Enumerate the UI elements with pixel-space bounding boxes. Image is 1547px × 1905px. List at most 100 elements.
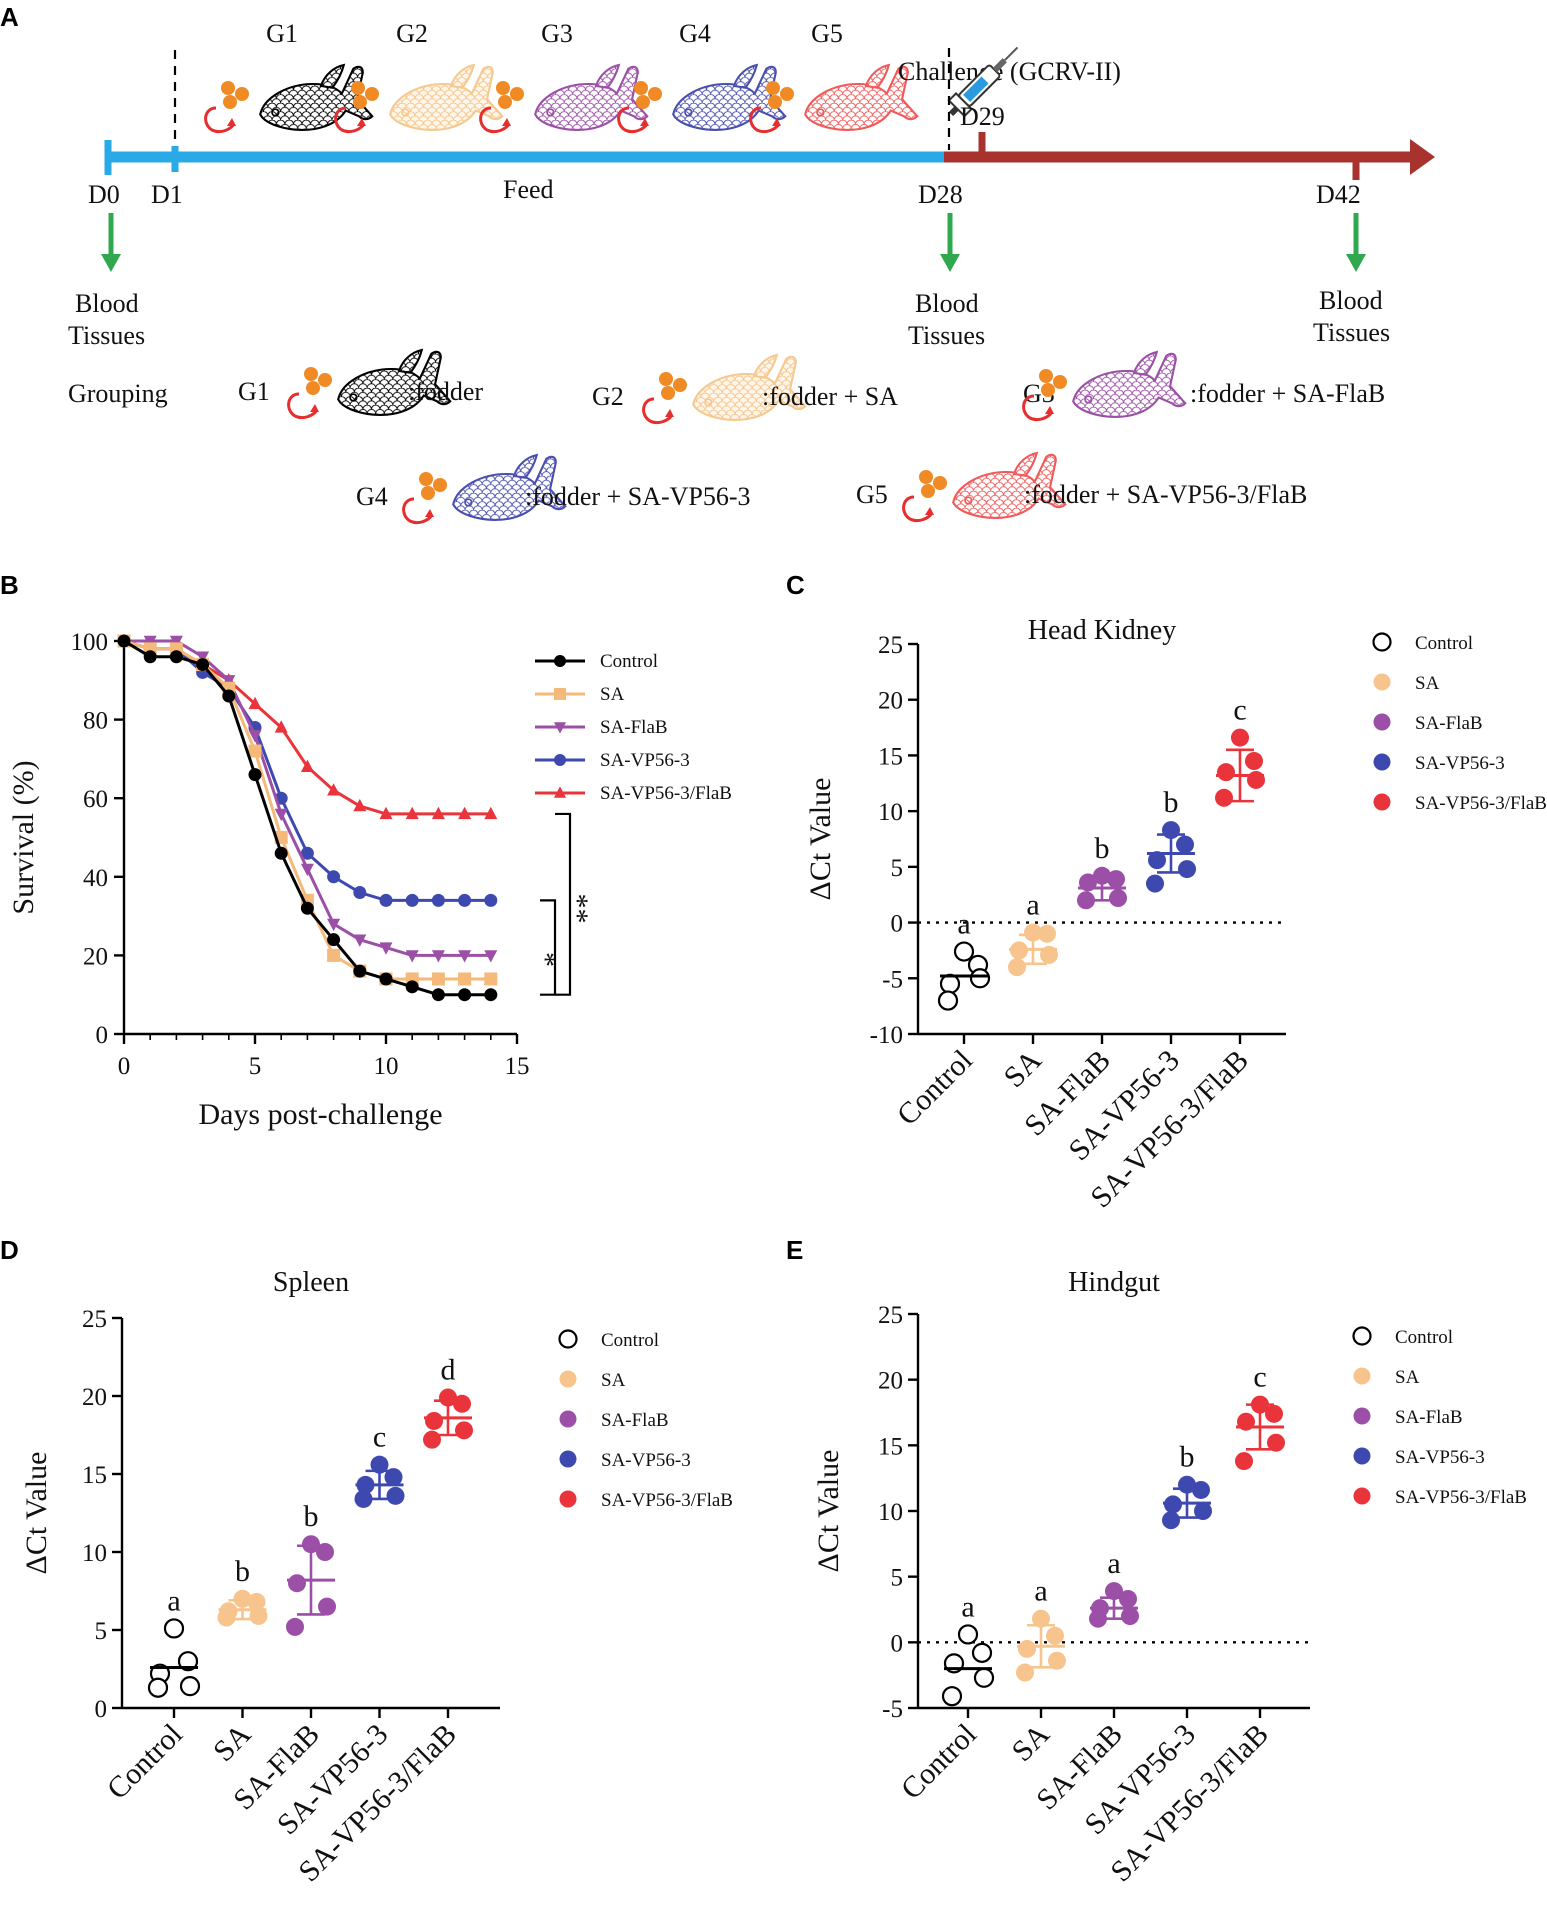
data-point-SA-VP56-3 — [484, 893, 498, 907]
data-point-SA-VP56-3 — [405, 893, 419, 907]
data-point-SA-VP56-3/FlaB — [425, 1411, 443, 1430]
y-tick-label: 15 — [878, 743, 903, 770]
data-point-SA — [1018, 1639, 1036, 1658]
bracket — [540, 899, 557, 996]
significance-letter: a — [1107, 1547, 1120, 1580]
data-point-SA-VP56-3 — [300, 846, 314, 860]
fish-icon — [692, 353, 807, 421]
significance-letter: a — [1026, 889, 1039, 922]
timeline-arrowhead — [1410, 139, 1435, 175]
grouping-item-group-5: G5 — [856, 480, 888, 509]
panel-d-spleen-chart: 0 5 10 15 20 25 Spleen ΔCt Value Control a SA b SA-F… — [20, 1267, 733, 1888]
data-point-SA-VP56-3 — [1146, 874, 1164, 893]
data-point-SA-VP56-3 — [1192, 1480, 1210, 1499]
day-d1: D1 — [151, 180, 183, 209]
x-tick-label: Control — [101, 1718, 189, 1806]
legend-label-Control: Control — [1415, 633, 1473, 654]
data-point-SA — [1024, 923, 1042, 942]
legend-marker-SA-VP56-3 — [1373, 753, 1391, 771]
y-tick-label: 20 — [878, 1368, 903, 1395]
data-point-SA-FlaB — [143, 635, 157, 649]
x-tick-label: 5 — [249, 1053, 262, 1080]
top-group-label-3: G3 — [541, 19, 573, 48]
legend-label-SA-VP56-3/FlaB: SA-VP56-3/FlaB — [600, 783, 732, 804]
y-tick-label: 0 — [891, 1630, 904, 1657]
data-point-SA-VP56-3 — [1194, 1502, 1212, 1520]
data-point-SA-FlaB — [353, 934, 367, 947]
data-point-Control — [953, 941, 975, 962]
data-point-Control — [143, 650, 157, 664]
data-point-Control — [177, 1651, 199, 1672]
data-point-Control — [379, 972, 393, 986]
data-point-SA-VP56-3/FlaB — [431, 806, 445, 820]
data-point-SA-VP56-3/FlaB — [300, 759, 314, 772]
legend-marker-SA-VP56-3 — [1353, 1447, 1371, 1465]
y-tick-label: -10 — [870, 1022, 903, 1049]
y-tick-label: 0 — [95, 1696, 108, 1723]
panel-b-survival-chart: 0 20 40 60 80 100 0 5 10 15 Days post-challenge Sur… — [7, 629, 732, 1131]
legend-label-SA: SA — [600, 684, 625, 705]
grouping-item-desc-3: :fodder + SA-FlaB — [1190, 379, 1385, 408]
chart-title: Spleen — [273, 1267, 349, 1298]
data-point-Control — [300, 901, 314, 915]
data-point-Control — [458, 988, 472, 1002]
x-tick-label: 10 — [374, 1053, 399, 1080]
legend-label-SA-VP56-3: SA-VP56-3 — [600, 750, 690, 771]
data-point-Control — [147, 1677, 169, 1698]
legend-label-SA-VP56-3/FlaB: SA-VP56-3/FlaB — [601, 1490, 733, 1511]
legend-marker-SA-VP56-3/FlaB — [559, 1490, 577, 1508]
data-point-Control — [222, 689, 236, 703]
data-point-SA-VP56-3 — [1162, 1511, 1180, 1530]
data-point-SA — [1032, 1609, 1050, 1628]
legend-marker-SA-VP56-3/FlaB — [1353, 1487, 1371, 1505]
panel-c-label: C — [786, 570, 805, 600]
data-point-SA — [484, 972, 498, 986]
data-point-Control — [248, 768, 262, 782]
fish-icon — [1072, 350, 1187, 418]
data-point-SA-FlaB — [327, 918, 341, 932]
significance-letter: b — [304, 1500, 319, 1533]
chart-title: Head Kidney — [1028, 615, 1177, 646]
data-point-SA-VP56-3/FlaB — [1267, 1433, 1285, 1452]
data-point-SA-VP56-3 — [370, 1455, 389, 1474]
x-tick-label: SA — [207, 1717, 258, 1768]
y-tick-label: 25 — [82, 1306, 107, 1333]
grouping-item-desc-4: :fodder + SA-VP56-3 — [525, 482, 751, 511]
y-tick-label: -5 — [882, 966, 903, 993]
data-point-SA — [431, 972, 445, 986]
feed-pellets-icon — [642, 370, 689, 425]
x-tick-label: 15 — [505, 1053, 530, 1080]
legend-label-Control: Control — [600, 651, 658, 672]
series-line-SA — [123, 639, 491, 981]
panel-a-label: A — [0, 2, 19, 32]
significance-label-2: ** — [561, 893, 594, 923]
significance-label-1: * — [529, 952, 562, 967]
panel-e-label: E — [786, 1235, 803, 1265]
data-point-SA-FlaB — [274, 808, 288, 822]
data-point-SA-VP56-3 — [458, 893, 472, 907]
data-point-SA-VP56-3/FlaB — [423, 1430, 441, 1449]
y-tick-label: 80 — [83, 708, 108, 735]
y-tick-label: 0 — [96, 1022, 109, 1049]
sampling-arrow-d28 — [940, 213, 960, 272]
significance-bracket-2: ** — [555, 812, 594, 996]
feed-pellets-icon — [902, 468, 949, 523]
significance-letter: a — [167, 1584, 180, 1617]
y-tick-label: 20 — [83, 943, 108, 970]
data-point-SA-FlaB — [316, 1543, 334, 1561]
data-point-SA-FlaB — [222, 675, 236, 688]
data-point-SA — [1046, 1626, 1064, 1645]
y-tick-label: 10 — [878, 1499, 903, 1526]
grouping-item-desc-5: :fodder + SA-VP56-3/FlaB — [1024, 480, 1307, 509]
grouping-item-group-2: G2 — [592, 382, 624, 411]
significance-letter: c — [1233, 694, 1246, 727]
legend-label-Control: Control — [601, 1330, 659, 1351]
data-point-SA-VP56-3/FlaB — [1247, 770, 1265, 789]
data-point-SA-FlaB — [248, 730, 262, 743]
data-point-SA-VP56-3 — [1178, 860, 1196, 879]
data-point-SA — [247, 1592, 266, 1611]
data-point-SA-FlaB — [288, 1574, 306, 1593]
panel-a-timeline: A G1 G2 G3 G4 G5 Challenge (GCRV-II) D0 D1 D… — [0, 2, 1435, 525]
y-tick-label: -5 — [882, 1696, 903, 1723]
data-point-SA — [327, 948, 341, 962]
